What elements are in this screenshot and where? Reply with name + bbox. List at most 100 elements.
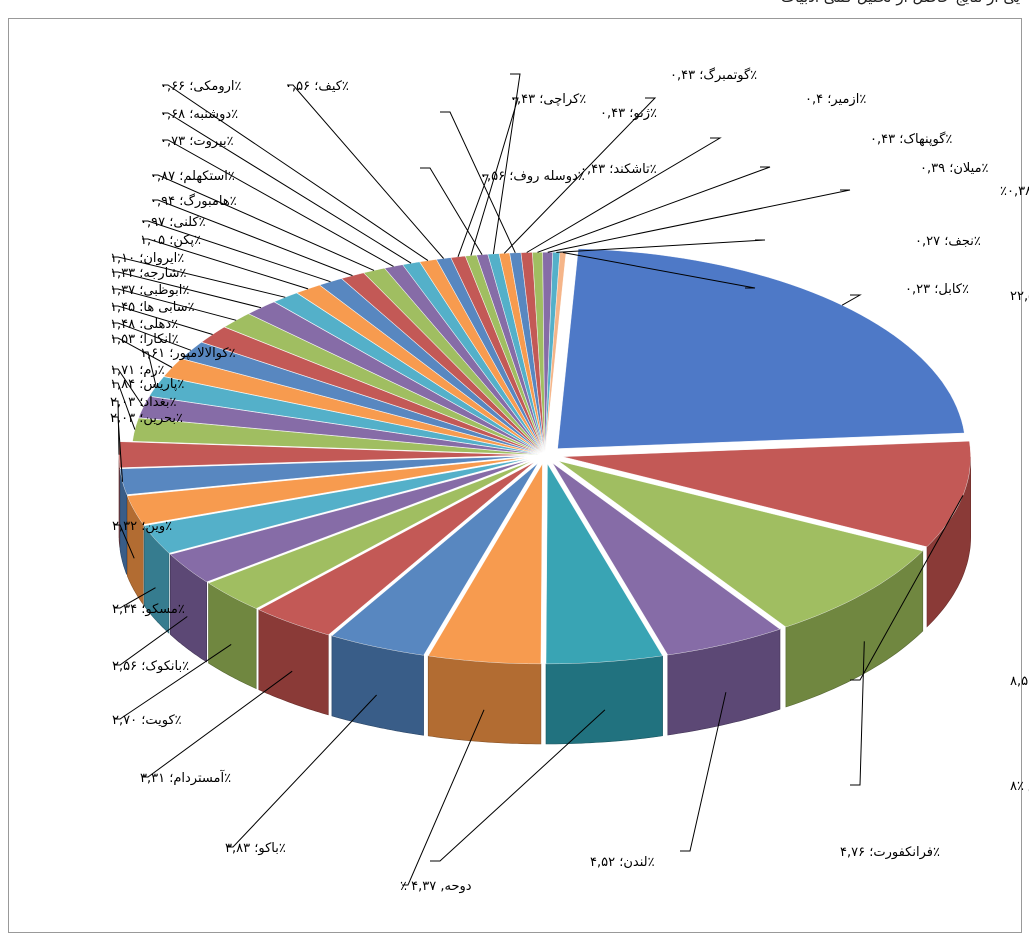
slice-label: ٪ژنو؛ ۰,۴۳ xyxy=(600,106,657,121)
pie-slice xyxy=(143,458,529,554)
leader-line xyxy=(556,239,766,253)
slice-label: ٪گوتمبرگ؛ ۰,۴۳ xyxy=(670,66,757,83)
slice-label: ٪ارومکی؛ ۰,۶۶ xyxy=(160,79,242,94)
pie-slice xyxy=(545,463,663,665)
slice-label: ٪کابل؛ ۰,۲۳ xyxy=(905,282,969,297)
slice-label: ٪ایروان؛ ۱,۱۰ xyxy=(110,251,184,266)
leader-line xyxy=(112,256,286,298)
slice-label: ٪شارجه؛ ۱,۳۳ xyxy=(110,266,186,281)
leader-line xyxy=(526,137,722,253)
slice-label: ٪ازمیر؛ ۰,۴ xyxy=(805,92,866,107)
leader-line xyxy=(114,587,156,609)
leader-line xyxy=(850,495,964,681)
leader-line xyxy=(503,97,657,254)
leader-line xyxy=(112,305,213,335)
slice-label: ٪باکو؛ ۳,۸۳ xyxy=(225,841,286,856)
slice-label: ٪ابوظبی؛ ۱,۳۷ xyxy=(110,283,189,298)
leader-line xyxy=(430,709,606,862)
slice-label: ٪دوسله روف؛ ۰,۵۶ xyxy=(480,169,585,184)
slice-label: ٪کراچی؛ ۰,۴۳ xyxy=(510,92,586,107)
leader-line xyxy=(547,189,851,253)
slice-label: ٪رم؛ ۱,۷۱ xyxy=(110,363,165,378)
slice-label: ٪سابی ها؛ ۱,۴۵ xyxy=(110,300,195,315)
leader-line xyxy=(492,73,521,254)
leader-line xyxy=(112,382,136,430)
leader-line xyxy=(114,616,188,666)
leader-line xyxy=(142,220,331,283)
slice-label: ٪تاشکند؛ ۰,۴۳ xyxy=(580,162,657,177)
pie-slice xyxy=(258,462,535,636)
leader-line xyxy=(420,167,483,255)
leader-line xyxy=(440,111,516,254)
slice-label: ٪دهلی؛ ۱,۴۸ xyxy=(110,317,178,332)
slice-label: ٪لندن؛ ۴,۵۲ xyxy=(590,855,655,870)
chart-border xyxy=(8,18,1022,933)
leader-line xyxy=(287,84,444,259)
slice-label: ٪مسکو؛ ۲,۳۴ xyxy=(112,602,185,617)
leader-line xyxy=(162,139,394,267)
leader-line xyxy=(152,174,375,271)
slice-label: ٪بحرین؛ ۲,۰۳ xyxy=(110,411,183,426)
slice-label: دمشق ٪۸ xyxy=(1010,779,1029,794)
leader-line xyxy=(112,271,262,309)
leader-line xyxy=(402,709,485,886)
slice-label: ٪وین؛ ۲,۳۲ xyxy=(112,519,172,534)
leader-line xyxy=(112,322,192,351)
caption-text: یی از نتایج حاصل از تحلیل کمی ادبیات xyxy=(560,0,1020,12)
pie-slice-side xyxy=(427,655,542,745)
slice-label: ٪دوشنبه؛ ۰,۶۸ xyxy=(160,107,238,122)
leader-line xyxy=(112,337,173,368)
leader-line xyxy=(152,199,353,277)
pie-slice xyxy=(557,248,965,449)
pie-slice xyxy=(208,460,532,609)
pie-slice xyxy=(331,463,539,656)
slice-label: ٪فرانکفورت؛ ۴,۷۶ xyxy=(840,845,940,860)
leader-line xyxy=(112,368,144,408)
pie-sides xyxy=(118,455,971,745)
slice-label: ٪آمستردام؛ ۳,۳۱ xyxy=(140,769,231,786)
pie-labels: ٪دبی؛ ۲۲,۵۰ ٪استانبول؛ ۸,۵۰ دمشق ٪۸ ٪فرانکف… xyxy=(110,66,1029,894)
leader-line xyxy=(162,112,412,264)
slice-label: دوحه, ۴,۳۷ ٪ xyxy=(400,879,472,894)
slice-label: ٪دبی؛ ۲۲,۵۰ xyxy=(1010,289,1029,304)
slice-label: ٪استانبول؛ ۸,۵۰ xyxy=(1010,674,1029,689)
leader-line xyxy=(142,670,293,778)
pie-slice xyxy=(552,462,781,656)
pie-slice xyxy=(427,463,543,665)
pie-slice xyxy=(558,460,924,628)
slice-label: ٪هامبورگ؛ ۰,۹۴ xyxy=(150,192,237,209)
pie-slice-side xyxy=(545,655,663,745)
leader-line xyxy=(162,84,429,262)
leader-line xyxy=(112,400,120,455)
leader-line xyxy=(680,692,727,852)
slice-label: ٪کلنی؛ ۰,۹۷ xyxy=(140,215,206,230)
slice-label: ٪انکارا؛ ۱,۵۳ xyxy=(110,332,179,347)
slice-label: ٪بانکوک؛ ۲,۵۶ xyxy=(112,659,189,674)
slice-label: ٪استکهلم؛ ۰,۸۷ xyxy=(150,169,235,184)
slice-label: ٪بیروت؛ ۰,۷۳ xyxy=(160,134,234,149)
slice-label: ٪نجف؛ ۰,۲۷ xyxy=(915,234,981,249)
slice-label: ٪کیف؛ ۰,۵۶ xyxy=(285,79,349,94)
slice-label: ٪کویت؛ ۲,۷۰ xyxy=(112,713,182,728)
pie-slice xyxy=(169,459,530,583)
leader-line xyxy=(114,643,232,720)
leader-line xyxy=(850,641,865,786)
leader-line xyxy=(562,252,756,289)
slice-label: ٪کوالالامپور؛ ۱,۶۱ xyxy=(140,346,236,361)
pie-tops xyxy=(118,248,971,665)
pie-slice xyxy=(127,457,528,525)
leader-line xyxy=(470,97,519,256)
leader-line xyxy=(114,524,135,559)
slice-label: سِول؛ ۰,۳۸٪ xyxy=(1000,184,1029,199)
leader-line xyxy=(112,288,237,321)
leader-line xyxy=(457,174,489,257)
slice-label: ٪بغداد؛ ۲,۰۳ xyxy=(110,395,176,410)
leader-line xyxy=(142,238,309,290)
slice-label: ٪پاریس؛ ۱,۸۴ xyxy=(110,377,184,392)
slice-label: ٪گوپنهاک؛ ۰,۴۳ xyxy=(870,131,952,147)
leader-line xyxy=(841,294,862,306)
slice-label: ٪میلان؛ ۰,۳۹ xyxy=(920,161,989,176)
slice-label: ٪پکن؛ ۱,۰۵ xyxy=(140,233,201,248)
